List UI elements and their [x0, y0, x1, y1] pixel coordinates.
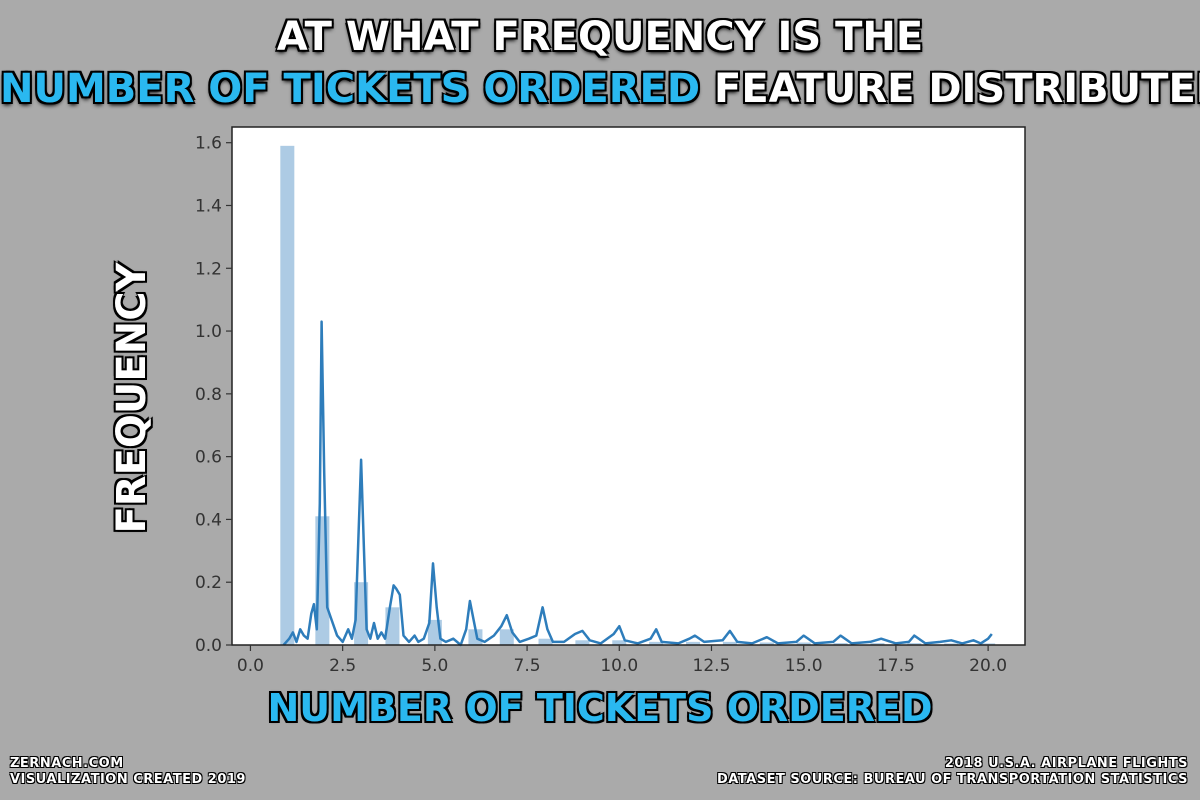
footer-created: VISUALIZATION CREATED 2019 [10, 772, 246, 787]
histogram-bar [575, 640, 590, 645]
plot-frame [231, 126, 1026, 646]
histogram-bar [499, 629, 514, 645]
footer-source: DATASET SOURCE: BUREAU OF TRANSPORTATION… [716, 772, 1188, 787]
y-tick-label: 0.2 [195, 573, 222, 593]
footer-left: ZERNACH.COM VISUALIZATION CREATED 2019 [10, 756, 246, 788]
chart-title-highlight: NUMBER OF TICKETS ORDERED [0, 66, 701, 112]
chart-title-rest: FEATURE DISTRIBUTED? [700, 66, 1200, 112]
histogram-bar [944, 643, 959, 645]
histogram-bar [649, 641, 664, 645]
x-axis-label: NUMBER OF TICKETS ORDERED [267, 686, 933, 730]
y-axis: 0.0 0.2 0.4 0.6 0.8 1.0 1.2 1.4 1.6 [195, 134, 232, 656]
histogram-bar [907, 643, 922, 645]
histogram-bar [612, 640, 627, 645]
plot-area [232, 127, 1025, 645]
chart-title-line-2: NUMBER OF TICKETS ORDERED FEATURE DISTRI… [0, 66, 1200, 112]
chart-title-line-1: AT WHAT FREQUENCY IS THE [0, 14, 1200, 60]
y-tick-label: 1.4 [195, 196, 222, 216]
x-tick-label: 12.5 [693, 656, 731, 676]
kde-density-line [282, 320, 993, 647]
x-tick-label: 17.5 [877, 656, 915, 676]
y-tick-label: 1.2 [195, 259, 222, 279]
x-tick-label: 2.5 [329, 656, 356, 676]
x-tick-label: 10.0 [600, 656, 638, 676]
histogram-bar [759, 642, 774, 645]
chart-title-line-1-text: AT WHAT FREQUENCY IS THE [276, 14, 924, 60]
histogram-bar [722, 641, 737, 645]
histogram-bar [981, 643, 996, 645]
histogram-bar [538, 638, 553, 645]
y-tick-label: 0.6 [195, 448, 222, 468]
x-tick-label: 15.0 [785, 656, 823, 676]
y-tick-label: 0.0 [195, 636, 222, 656]
histogram-bar [280, 145, 295, 645]
y-tick-label: 1.0 [195, 322, 222, 342]
x-tick-label: 20.0 [969, 656, 1007, 676]
footer-site: ZERNACH.COM [10, 756, 124, 771]
histogram-bar [468, 629, 483, 645]
footer-right: 2018 U.S.A. AIRPLANE FLIGHTS DATASET SOU… [717, 756, 1188, 788]
histogram-bar [686, 641, 701, 645]
x-tick-label: 7.5 [514, 656, 541, 676]
histogram-bar [833, 643, 848, 645]
x-tick-label: 0.0 [237, 656, 264, 676]
y-tick-label: 0.8 [195, 385, 222, 405]
y-tick-label: 1.6 [195, 134, 222, 154]
x-tick-label: 5.0 [421, 656, 448, 676]
histogram-bar [796, 642, 811, 645]
y-tick-label: 0.4 [195, 510, 222, 530]
y-axis-label: FREQUENCY [109, 262, 155, 534]
histogram-bar [870, 643, 885, 645]
x-axis: 0.0 2.5 5.0 7.5 10.0 12.5 15.0 17.5 20.0 [237, 645, 1007, 676]
kde-layer [282, 320, 993, 647]
footer-dataset: 2018 U.S.A. AIRPLANE FLIGHTS [944, 756, 1188, 771]
